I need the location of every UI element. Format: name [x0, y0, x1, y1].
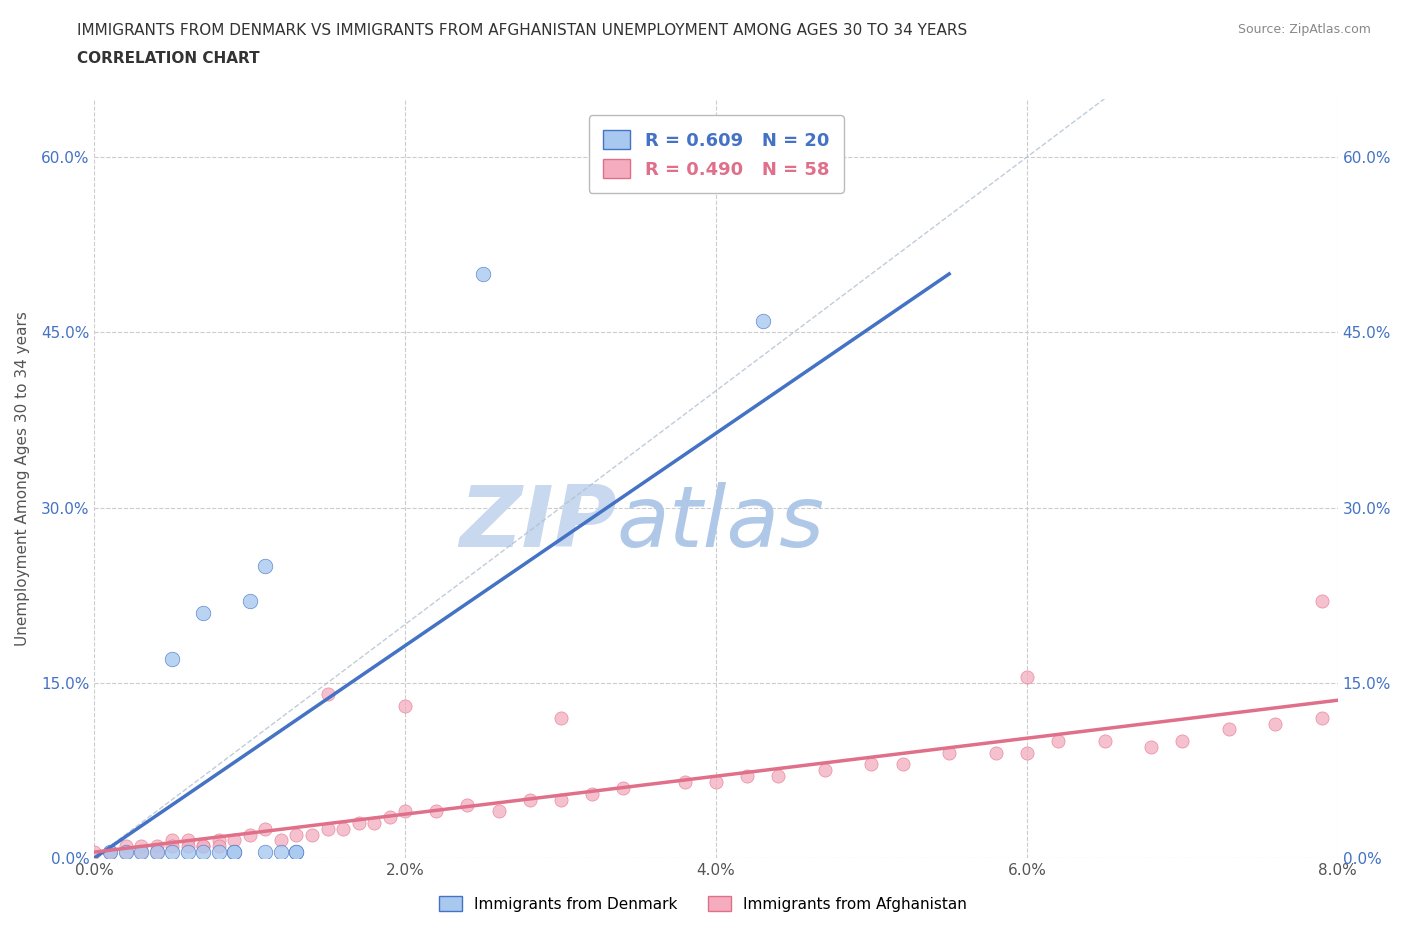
- Point: [285, 844, 308, 859]
- Point: [891, 757, 914, 772]
- Point: [332, 821, 354, 836]
- Point: [1171, 734, 1194, 749]
- Point: [193, 605, 215, 620]
- Point: [363, 816, 385, 830]
- Point: [394, 804, 416, 818]
- Point: [316, 687, 339, 702]
- Point: [766, 769, 789, 784]
- Y-axis label: Unemployment Among Ages 30 to 34 years: Unemployment Among Ages 30 to 34 years: [15, 311, 30, 645]
- Point: [177, 844, 200, 859]
- Point: [519, 792, 541, 807]
- Point: [1094, 734, 1116, 749]
- Point: [129, 844, 152, 859]
- Point: [612, 780, 634, 795]
- Point: [129, 839, 152, 854]
- Point: [98, 844, 121, 859]
- Point: [751, 313, 773, 328]
- Point: [673, 775, 696, 790]
- Point: [224, 844, 246, 859]
- Point: [224, 833, 246, 848]
- Point: [254, 559, 277, 574]
- Point: [208, 839, 231, 854]
- Point: [239, 827, 262, 842]
- Point: [114, 844, 136, 859]
- Legend: R = 0.609   N = 20, R = 0.490   N = 58: R = 0.609 N = 20, R = 0.490 N = 58: [589, 115, 844, 193]
- Point: [378, 810, 401, 825]
- Legend: Immigrants from Denmark, Immigrants from Afghanistan: Immigrants from Denmark, Immigrants from…: [433, 889, 973, 918]
- Point: [347, 816, 370, 830]
- Point: [83, 844, 105, 859]
- Text: Source: ZipAtlas.com: Source: ZipAtlas.com: [1237, 23, 1371, 36]
- Point: [1015, 745, 1038, 760]
- Point: [193, 839, 215, 854]
- Point: [860, 757, 883, 772]
- Point: [254, 821, 277, 836]
- Text: CORRELATION CHART: CORRELATION CHART: [77, 51, 260, 66]
- Point: [270, 844, 292, 859]
- Point: [550, 792, 572, 807]
- Point: [193, 839, 215, 854]
- Point: [193, 844, 215, 859]
- Point: [1218, 722, 1240, 737]
- Point: [160, 833, 183, 848]
- Point: [285, 827, 308, 842]
- Point: [456, 798, 478, 813]
- Point: [1310, 711, 1333, 725]
- Point: [1046, 734, 1069, 749]
- Point: [472, 267, 495, 282]
- Point: [145, 844, 167, 859]
- Point: [425, 804, 447, 818]
- Point: [98, 844, 121, 859]
- Point: [239, 593, 262, 608]
- Point: [488, 804, 510, 818]
- Point: [984, 745, 1007, 760]
- Point: [1140, 739, 1163, 754]
- Point: [208, 833, 231, 848]
- Point: [270, 833, 292, 848]
- Point: [160, 844, 183, 859]
- Text: ZIP: ZIP: [458, 483, 617, 565]
- Point: [316, 821, 339, 836]
- Point: [550, 711, 572, 725]
- Point: [1264, 716, 1286, 731]
- Point: [814, 763, 837, 777]
- Text: atlas: atlas: [617, 483, 824, 565]
- Point: [704, 775, 727, 790]
- Point: [285, 844, 308, 859]
- Text: IMMIGRANTS FROM DENMARK VS IMMIGRANTS FROM AFGHANISTAN UNEMPLOYMENT AMONG AGES 3: IMMIGRANTS FROM DENMARK VS IMMIGRANTS FR…: [77, 23, 967, 38]
- Point: [114, 839, 136, 854]
- Point: [581, 786, 603, 801]
- Point: [254, 844, 277, 859]
- Point: [129, 844, 152, 859]
- Point: [301, 827, 323, 842]
- Point: [735, 769, 758, 784]
- Point: [160, 839, 183, 854]
- Point: [394, 698, 416, 713]
- Point: [114, 844, 136, 859]
- Point: [98, 844, 121, 859]
- Point: [177, 833, 200, 848]
- Point: [1310, 593, 1333, 608]
- Point: [177, 839, 200, 854]
- Point: [145, 839, 167, 854]
- Point: [1015, 670, 1038, 684]
- Point: [224, 844, 246, 859]
- Point: [160, 652, 183, 667]
- Point: [145, 844, 167, 859]
- Point: [208, 844, 231, 859]
- Point: [938, 745, 960, 760]
